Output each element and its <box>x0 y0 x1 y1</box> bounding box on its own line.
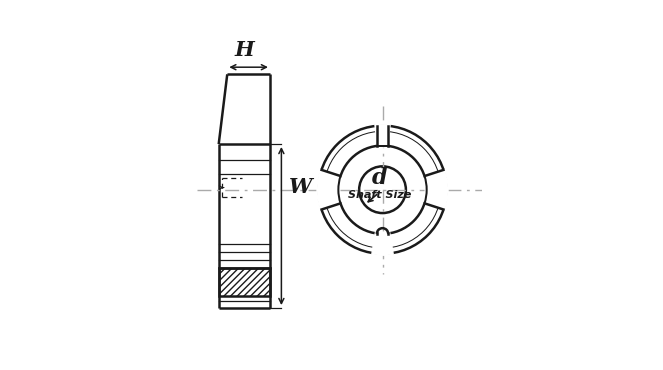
Bar <box>219 268 270 296</box>
Wedge shape <box>423 169 448 210</box>
Wedge shape <box>372 232 393 255</box>
Wedge shape <box>317 169 342 210</box>
Text: d: d <box>372 167 387 189</box>
Text: H: H <box>235 40 254 60</box>
Wedge shape <box>375 124 390 147</box>
Text: W: W <box>288 177 312 197</box>
Text: Shaft Size: Shaft Size <box>348 191 411 201</box>
